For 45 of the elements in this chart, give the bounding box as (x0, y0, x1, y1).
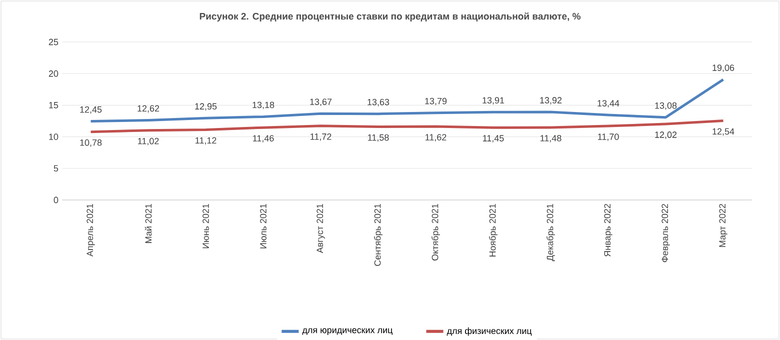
x-tick-label: Октябрь 2021 (432, 204, 440, 261)
data-label: 12,95 (195, 103, 217, 111)
data-label: 13,63 (368, 98, 390, 106)
x-tick-label: Август 2021 (316, 204, 325, 254)
data-label: 11,46 (253, 135, 274, 143)
x-tick-label: Сентябрь 2021 (374, 204, 382, 266)
data-label: 13,92 (540, 97, 562, 104)
data-label: 13,18 (252, 102, 274, 110)
y-tick-label: 10 (49, 134, 58, 140)
x-tick-label: Март 2022 (719, 204, 728, 247)
data-label: 11,70 (598, 134, 619, 142)
data-label: 13,08 (655, 102, 677, 110)
data-label: 11,62 (426, 134, 446, 142)
data-label: 10,78 (80, 139, 102, 147)
data-label: 13,79 (425, 98, 447, 106)
legend-label: для юридических лиц (302, 328, 393, 335)
y-tick-label: 15 (49, 102, 58, 108)
legend-label: для физических лиц (446, 327, 532, 336)
x-tick-label: Май 2021 (144, 204, 152, 243)
y-tick-label: 20 (48, 70, 58, 77)
chart-title: Рисунок 2. Средние процентные ставки по кредитам в национальной валюте, % (200, 12, 581, 22)
data-label: 12,54 (712, 128, 734, 136)
x-tick-label: Июнь 2021 (202, 204, 209, 248)
data-label: 12,45 (80, 106, 102, 114)
data-label: 12,62 (138, 105, 160, 113)
data-label: 11,02 (138, 138, 159, 146)
y-tick-label: 0 (54, 196, 58, 204)
data-label: 11,72 (310, 133, 332, 141)
data-label: 11,58 (368, 134, 389, 142)
x-tick-label: Февраль 2022 (662, 204, 670, 262)
data-label: 11,45 (483, 135, 504, 142)
x-tick-label: Апрель 2021 (86, 204, 95, 257)
data-label: 13,67 (310, 98, 332, 106)
y-tick-label: 25 (48, 38, 58, 46)
data-label: 13,44 (598, 100, 620, 108)
y-tick-label: 5 (54, 165, 58, 172)
data-label: 12,02 (655, 132, 677, 139)
x-tick-label: Ноябрь 2021 (489, 204, 498, 257)
data-label: 19,06 (712, 64, 734, 72)
data-label: 13,91 (482, 97, 504, 105)
data-label: 11,48 (540, 134, 562, 142)
x-tick-label: Январь 2022 (604, 204, 612, 256)
x-tick-label: Июль 2021 (260, 204, 266, 248)
x-tick-label: Декабрь 2021 (546, 204, 555, 262)
data-label: 11,12 (196, 137, 216, 145)
